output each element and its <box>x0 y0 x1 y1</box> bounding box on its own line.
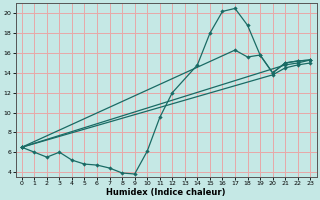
X-axis label: Humidex (Indice chaleur): Humidex (Indice chaleur) <box>106 188 226 197</box>
